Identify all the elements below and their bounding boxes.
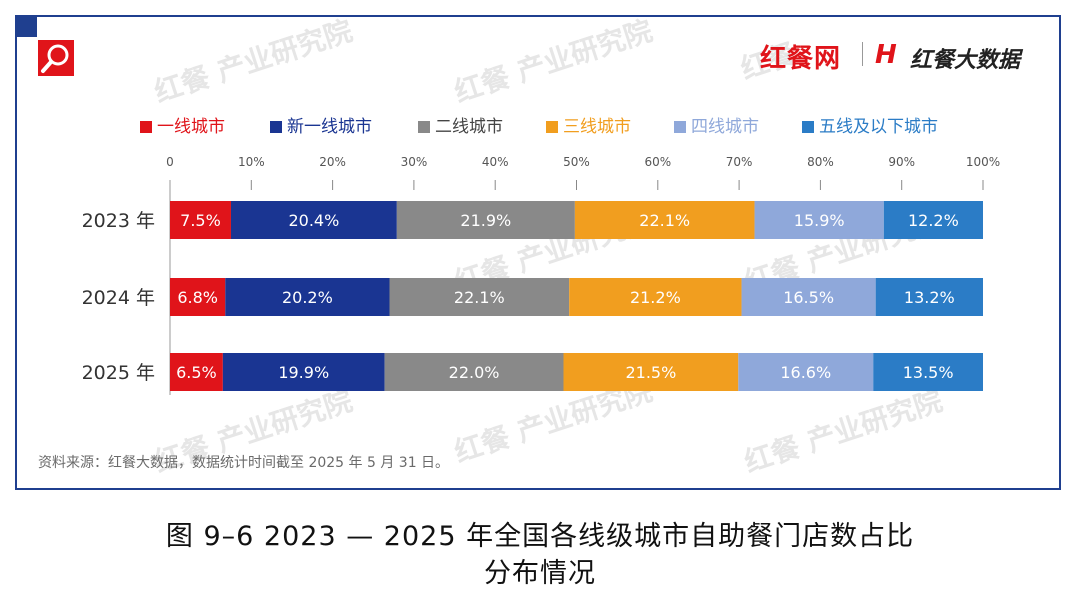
bar-data-label: 6.8%	[177, 288, 218, 307]
bar-segment	[738, 353, 874, 391]
source-note: 资料来源：红餐大数据，数据统计时间截至 2025 年 5 月 31 日。	[38, 455, 450, 471]
legend-item: 四线城市	[674, 116, 759, 138]
hongcan-data-logo-icon: H	[875, 40, 897, 70]
bar-data-label: 19.9%	[278, 363, 329, 382]
x-tick-label: 30%	[401, 155, 428, 169]
x-tick-label: 90%	[888, 155, 915, 169]
bar-data-label: 20.4%	[288, 211, 339, 230]
bar-segment	[170, 201, 231, 239]
legend-swatch	[802, 121, 814, 133]
bar-segment	[574, 201, 755, 239]
legend-swatch	[418, 121, 430, 133]
legend-item: 五线及以下城市	[802, 116, 938, 138]
x-tick-label: 10%	[238, 155, 265, 169]
bar-data-label: 21.5%	[625, 363, 676, 382]
bar-segment	[569, 278, 742, 316]
legend-label: 四线城市	[691, 117, 759, 137]
figure-caption-line2: 分布情况	[484, 558, 596, 589]
x-tick-label: 0	[166, 155, 174, 169]
y-category-label: 2025 年	[82, 362, 155, 384]
legend-swatch	[140, 121, 152, 133]
y-category-label: 2024 年	[82, 287, 155, 309]
legend-swatch	[674, 121, 686, 133]
bar-segment	[225, 278, 390, 316]
figure-caption-line1: 图 9–6 2023 — 2025 年全国各线级城市自助餐门店数占比	[165, 521, 915, 552]
y-category-label: 2023 年	[82, 210, 155, 232]
legend-swatch	[270, 121, 282, 133]
legend-item: 一线城市	[140, 116, 225, 138]
magnifier-icon	[38, 40, 74, 76]
bar-data-label: 16.5%	[783, 288, 834, 307]
chart-frame	[15, 15, 1061, 490]
bar-data-label: 15.9%	[794, 211, 845, 230]
bar-segment	[222, 353, 385, 391]
frame-corner-accent	[15, 15, 37, 37]
legend-label: 二线城市	[435, 117, 503, 137]
legend-label: 五线及以下城市	[819, 117, 938, 137]
bar-segment	[396, 201, 575, 239]
legend-item: 新一线城市	[270, 116, 372, 138]
bar-segment	[170, 278, 226, 316]
bar-data-label: 21.9%	[460, 211, 511, 230]
hongcan-data-logo: 红餐大数据	[910, 48, 1021, 73]
bar-data-label: 7.5%	[180, 211, 221, 230]
bar-segment	[741, 278, 876, 316]
legend-label: 一线城市	[157, 117, 225, 137]
legend-swatch	[546, 121, 558, 133]
bar-data-label: 12.2%	[908, 211, 959, 230]
hongcan-logo: 红餐网	[760, 44, 842, 74]
legend-item: 二线城市	[418, 116, 503, 138]
bar-data-label: 22.1%	[639, 211, 690, 230]
x-tick-label: 50%	[563, 155, 590, 169]
bar-data-label: 20.2%	[282, 288, 333, 307]
x-tick-label: 100%	[966, 155, 1000, 169]
bar-data-label: 6.5%	[176, 363, 217, 382]
logo-divider	[862, 42, 863, 66]
bar-data-label: 22.0%	[449, 363, 500, 382]
legend-label: 三线城市	[563, 117, 631, 137]
bar-segment	[875, 278, 983, 316]
bar-data-label: 22.1%	[454, 288, 505, 307]
bar-data-label: 21.2%	[630, 288, 681, 307]
bar-segment	[873, 353, 983, 391]
x-tick-label: 80%	[807, 155, 834, 169]
x-tick-label: 70%	[726, 155, 753, 169]
bar-segment	[563, 353, 739, 391]
bar-segment	[230, 201, 397, 239]
bar-segment	[754, 201, 884, 239]
legend-label: 新一线城市	[287, 117, 372, 137]
bar-segment	[170, 353, 223, 391]
legend-item: 三线城市	[546, 116, 631, 138]
bar-data-label: 13.2%	[904, 288, 955, 307]
bar-segment	[883, 201, 983, 239]
bar-segment	[384, 353, 564, 391]
x-tick-label: 40%	[482, 155, 509, 169]
bar-data-label: 16.6%	[780, 363, 831, 382]
x-tick-label: 60%	[644, 155, 671, 169]
x-tick-label: 20%	[319, 155, 346, 169]
bar-segment	[389, 278, 570, 316]
bar-data-label: 13.5%	[903, 363, 954, 382]
